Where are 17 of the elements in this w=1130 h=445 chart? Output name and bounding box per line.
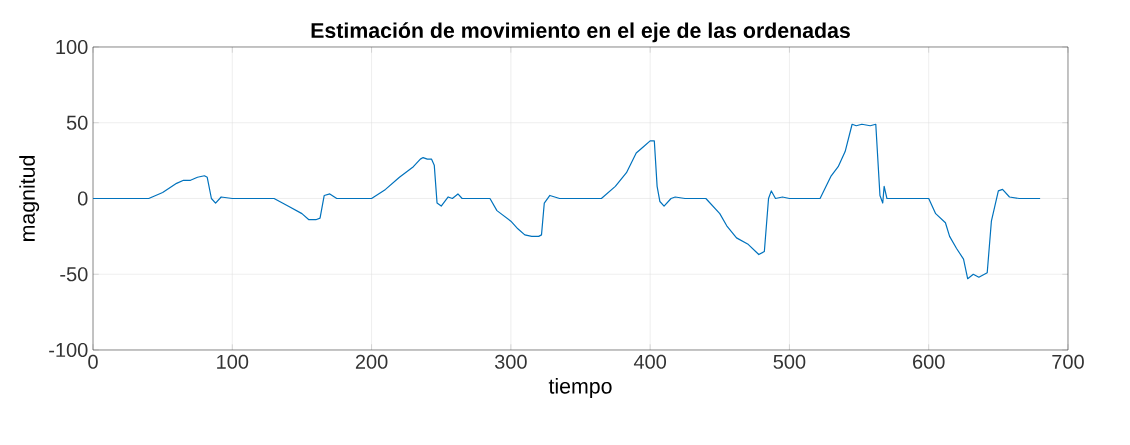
y-tick-label: 50 xyxy=(66,115,88,130)
x-tick-label: 100 xyxy=(217,354,249,369)
chart-title: Estimación de movimiento en el eje de las ordenadas xyxy=(311,22,850,43)
y-tick-label: 0 xyxy=(77,191,88,206)
x-tick-label: 0 xyxy=(88,354,98,369)
x-tick-label: 600 xyxy=(913,354,945,369)
x-tick-label: 200 xyxy=(355,354,388,369)
x-tick-label: 400 xyxy=(633,354,667,369)
y-tick-label: -50 xyxy=(60,267,88,282)
line-series xyxy=(93,123,1041,280)
y-tick-label: -100 xyxy=(49,342,88,358)
y-axis-title: magnitud xyxy=(19,155,40,241)
x-tick-label: 700 xyxy=(1052,354,1084,369)
x-tick-label: 300 xyxy=(494,354,527,369)
x-tick-label: 500 xyxy=(773,354,806,369)
x-axis-title: tiempo xyxy=(548,378,612,398)
y-tick-label: 100 xyxy=(56,39,88,55)
